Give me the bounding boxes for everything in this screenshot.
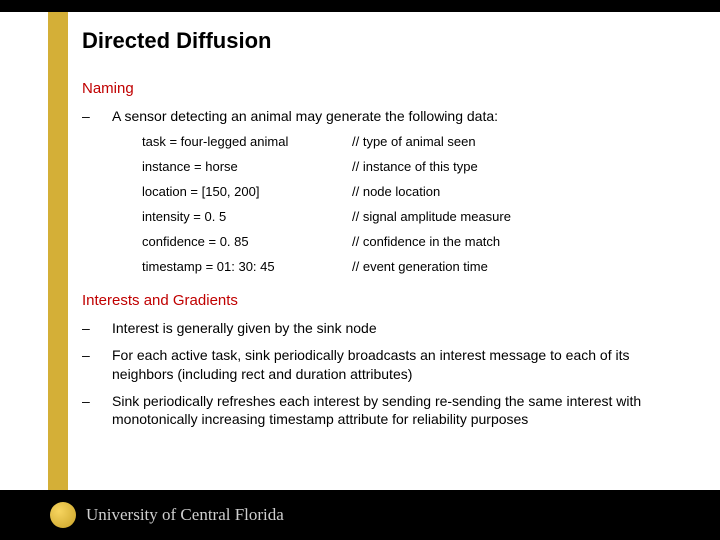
bullet-text: Sink periodically refreshes each interes… [112,392,690,430]
data-key: task = four-legged animal [142,134,352,149]
data-row: instance = horse // instance of this typ… [142,159,690,174]
bullet-dash-icon: – [82,392,112,430]
gold-accent-bar [48,12,68,490]
slide-title: Directed Diffusion [82,28,690,54]
bullet-dash-icon: – [82,346,112,384]
bullet-text: For each active task, sink periodically … [112,346,690,384]
data-comment: // signal amplitude measure [352,209,690,224]
footer-bar: University of Central Florida [0,490,720,540]
data-comment: // instance of this type [352,159,690,174]
data-key: instance = horse [142,159,352,174]
slide-content: Directed Diffusion Naming – A sensor det… [82,28,690,437]
ucf-logo-icon [50,502,76,528]
data-comment: // confidence in the match [352,234,690,249]
data-key: location = [150, 200] [142,184,352,199]
data-example-grid: task = four-legged animal // type of ani… [142,134,690,274]
bullet-item: – Interest is generally given by the sin… [82,319,690,338]
section-heading-interests: Interests and Gradients [82,292,690,309]
bullet-item: – For each active task, sink periodicall… [82,346,690,384]
data-row: timestamp = 01: 30: 45 // event generati… [142,259,690,274]
bullet-dash-icon: – [82,107,112,126]
data-key: intensity = 0. 5 [142,209,352,224]
data-key: confidence = 0. 85 [142,234,352,249]
data-comment: // node location [352,184,690,199]
data-row: task = four-legged animal // type of ani… [142,134,690,149]
bullet-item: – A sensor detecting an animal may gener… [82,107,690,126]
bullet-item: – Sink periodically refreshes each inter… [82,392,690,430]
bullet-text: Interest is generally given by the sink … [112,319,690,338]
data-row: intensity = 0. 5 // signal amplitude mea… [142,209,690,224]
data-key: timestamp = 01: 30: 45 [142,259,352,274]
top-bar [0,0,720,12]
section-heading-naming: Naming [82,80,690,97]
data-row: location = [150, 200] // node location [142,184,690,199]
data-comment: // type of animal seen [352,134,690,149]
data-comment: // event generation time [352,259,690,274]
data-row: confidence = 0. 85 // confidence in the … [142,234,690,249]
bullet-text: A sensor detecting an animal may generat… [112,107,690,126]
bullet-dash-icon: – [82,319,112,338]
university-name: University of Central Florida [86,505,284,525]
